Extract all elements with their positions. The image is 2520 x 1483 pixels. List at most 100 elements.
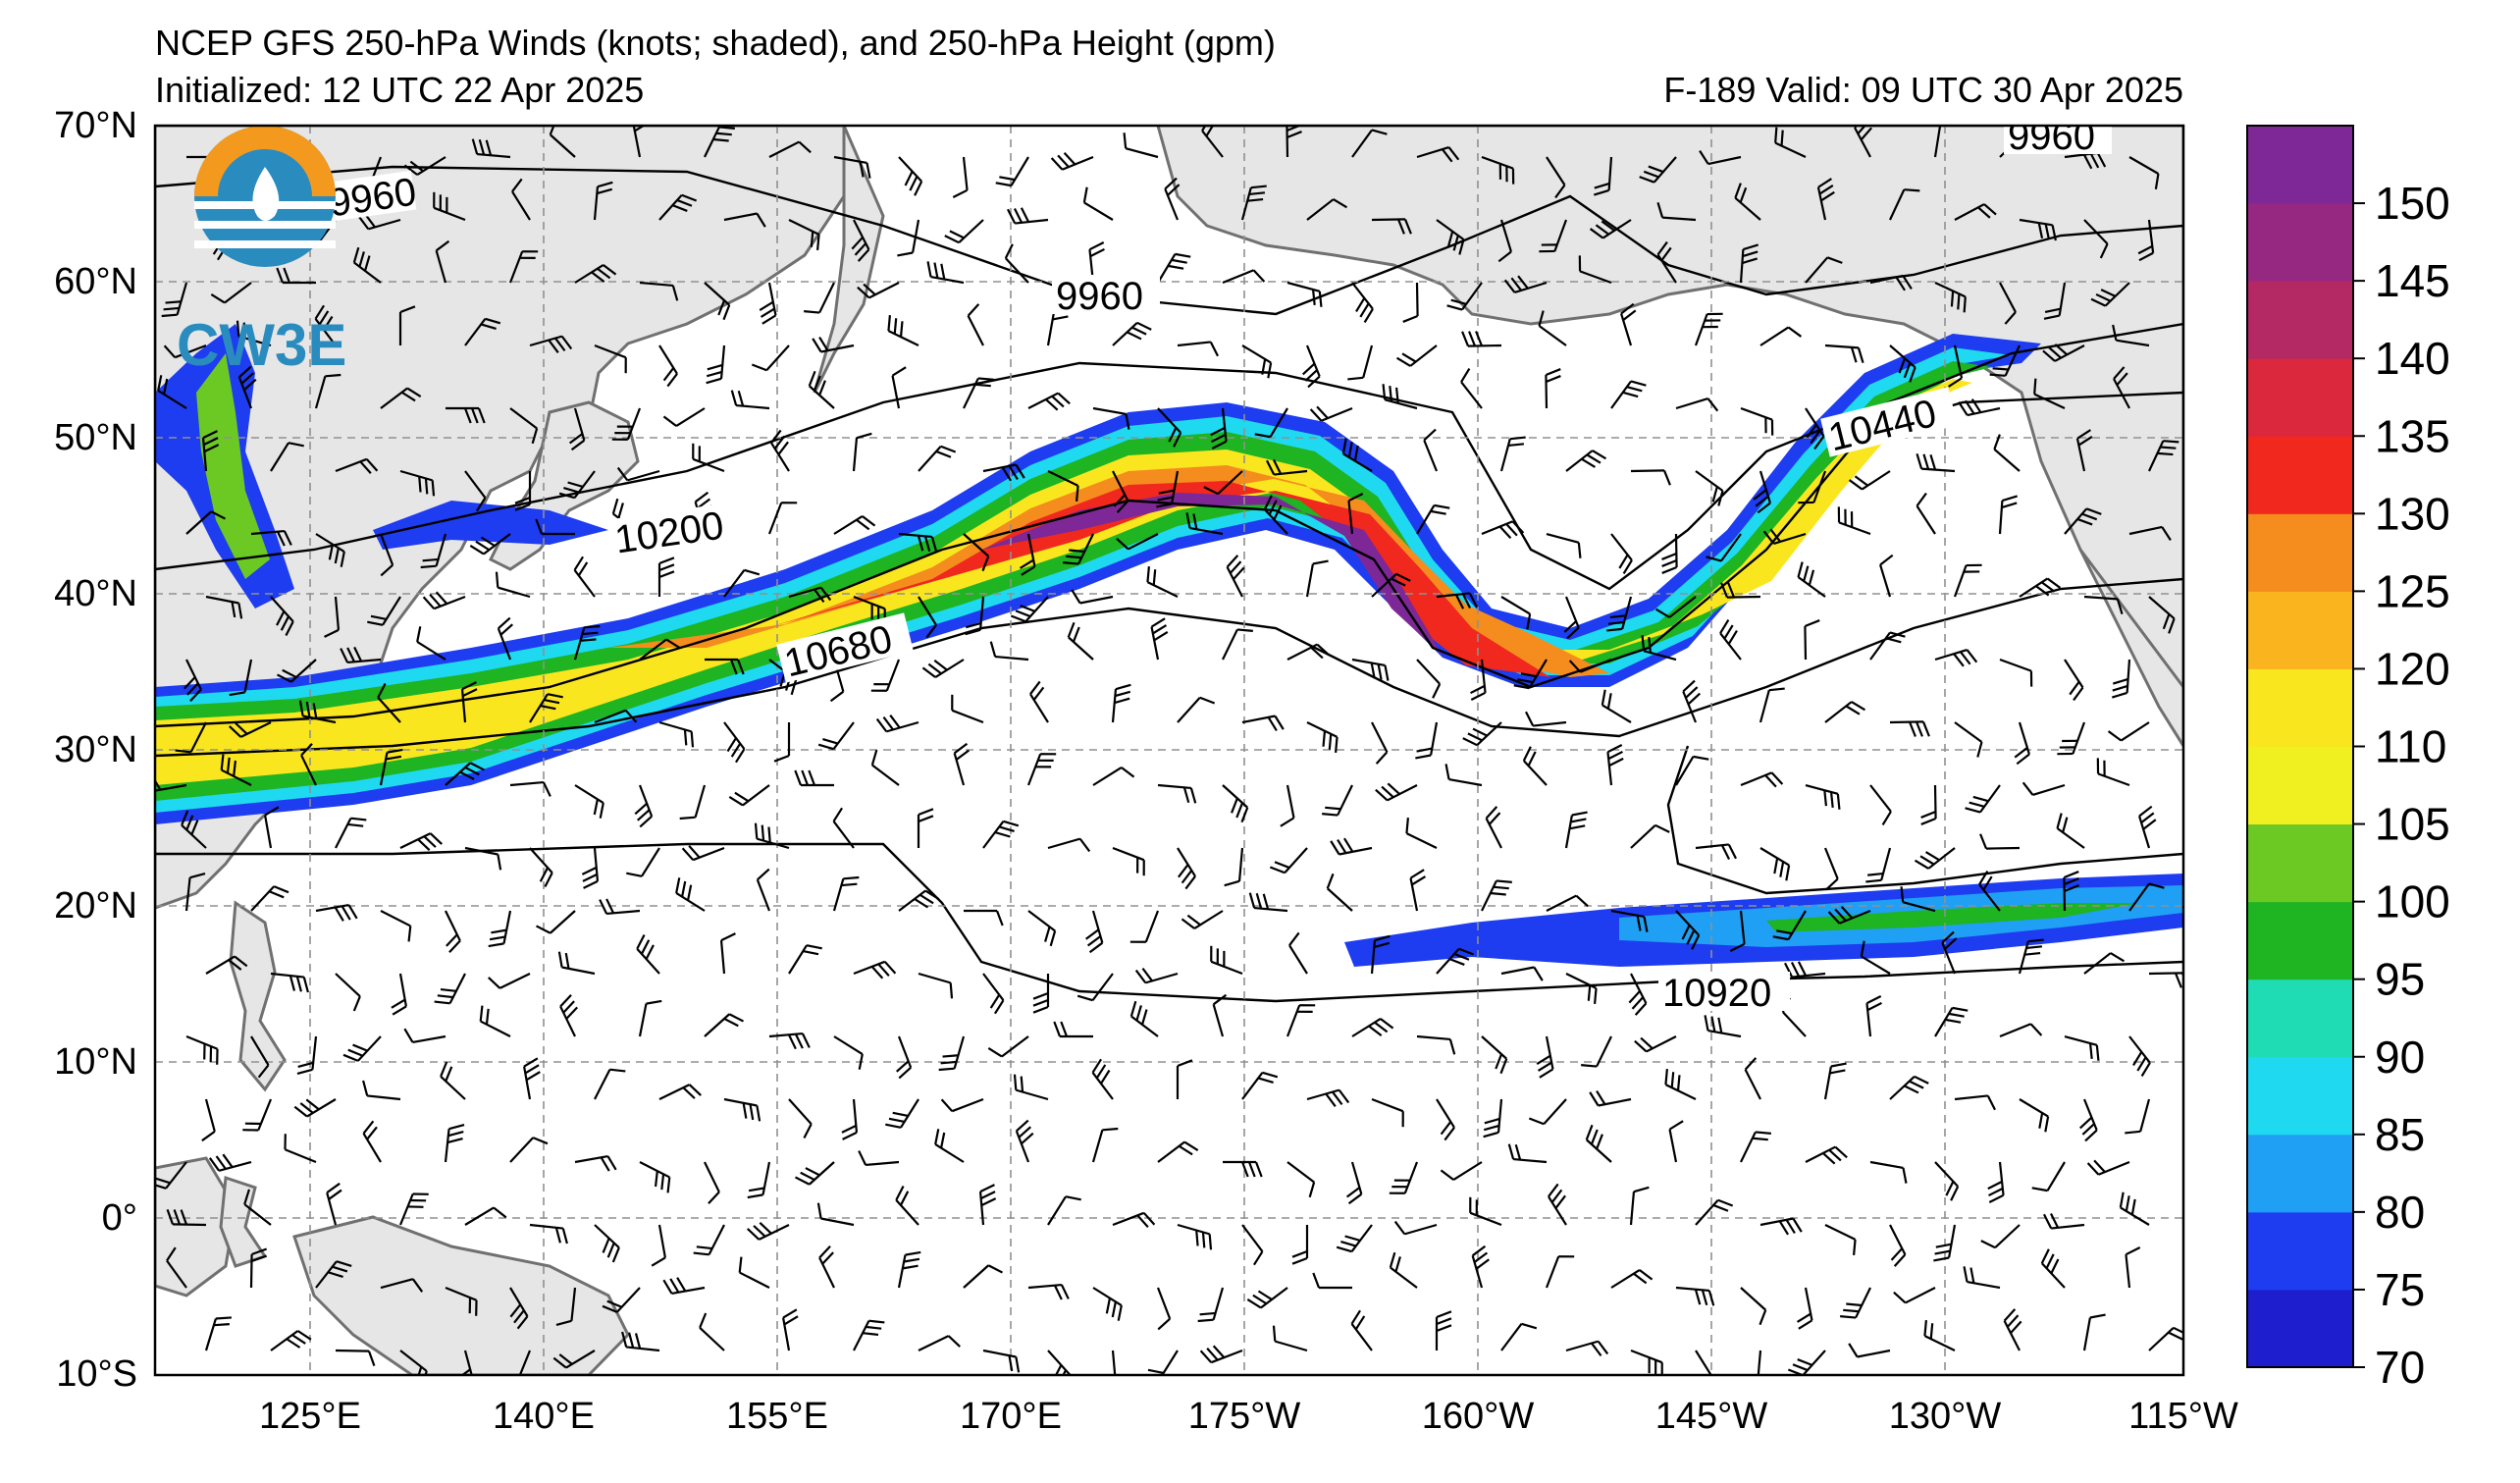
wind-barb-feather (1893, 1291, 1907, 1304)
wind-barb-feather (1626, 386, 1643, 393)
wind-barb-feather (1384, 664, 1390, 681)
land-borneo (155, 1156, 237, 1298)
wind-barb-feather (326, 1182, 341, 1194)
wind-barb-shaft (574, 264, 604, 284)
wind-barb-feather (1146, 566, 1150, 583)
wind-barb-feather (1759, 1309, 1767, 1326)
wind-barb-feather (2116, 599, 2124, 615)
wind-barb-shaft (464, 470, 487, 499)
wind-barb-shaft (2120, 721, 2150, 742)
wind-barb-feather (1988, 1187, 2004, 1197)
wind-barb-feather (605, 898, 615, 914)
wind-barb-feather (181, 810, 189, 826)
wind-barb-feather (1015, 463, 1025, 479)
wind-barb-shaft (1193, 910, 1224, 929)
wind-barb-feather (1890, 1247, 1904, 1261)
wind-barb-feather (940, 445, 957, 453)
wind-barb-feather (1945, 1018, 1962, 1024)
wind-barb-feather (1071, 589, 1081, 605)
wind-barb-shaft (1538, 325, 1567, 346)
wind-barb-feather (342, 1053, 359, 1062)
wind-barb-feather (336, 1260, 352, 1267)
wind-barb-feather (887, 315, 891, 332)
wind-barb-feather (525, 1071, 541, 1082)
wind-barb-feather (1304, 369, 1318, 382)
wind-barb-feather (1415, 754, 1432, 760)
wind-barb-feather (1416, 747, 1433, 753)
wind-barb-feather (1448, 958, 1465, 966)
wind-barb-feather (1554, 184, 1566, 199)
wind-barb-shaft (1610, 380, 1632, 409)
wind-barb-shaft (2004, 344, 2021, 377)
wind-barb-feather (548, 339, 559, 353)
wind-barb-feather (367, 1351, 376, 1367)
wind-barb-feather (186, 682, 199, 696)
wind-barb-feather (1963, 1266, 1969, 1283)
wind-barb-feather (346, 647, 356, 662)
wind-barb-feather (1707, 1290, 1715, 1306)
wind-barb-feather (469, 544, 485, 556)
wind-barb-feather (242, 322, 247, 339)
wind-barb-feather (1430, 509, 1446, 515)
wind-barb-feather (1633, 1186, 1650, 1193)
wind-barb-shaft (1384, 398, 1418, 410)
wind-barb-shaft (1646, 1035, 1677, 1053)
wind-barb-feather (1053, 1285, 1063, 1300)
wind-barb-feather (634, 116, 648, 124)
wind-barb-feather (989, 993, 1001, 1009)
wind-barb-shaft (1496, 1098, 1503, 1133)
wind-barb-shaft (1371, 218, 1406, 222)
wind-barb-shaft (2148, 972, 2183, 976)
wind-barb-feather (407, 926, 412, 942)
wind-barb-feather (1606, 693, 1612, 710)
wind-barb-feather (1147, 1368, 1164, 1374)
wind-barb-feather (1668, 1120, 1684, 1131)
wind-barb-shaft (736, 403, 770, 410)
wind-barb-feather (1587, 984, 1592, 1001)
wind-barb-feather (1432, 683, 1442, 699)
jet-shading-yellow (155, 379, 1972, 785)
wind-barb-shaft (1436, 1098, 1455, 1129)
wind-barb-feather (1359, 302, 1370, 318)
wind-barb-shaft (918, 445, 942, 472)
wind-barb-feather (340, 551, 345, 567)
wind-barb-feather (2095, 1044, 2100, 1061)
wind-barb-feather (1945, 1181, 1955, 1196)
wind-barb-feather (1829, 791, 1834, 809)
wind-barb-shaft (1481, 1035, 1508, 1060)
wind-barb-feather (1049, 930, 1057, 947)
wind-barb-feather (1308, 1182, 1316, 1198)
wind-barb-feather (1121, 767, 1135, 778)
wind-barb-shaft (1351, 658, 1386, 666)
lat-label: 50°N (54, 417, 137, 458)
wind-barb-feather (163, 306, 180, 311)
wind-barb-feather (2090, 297, 2107, 307)
colorbar-swatch (2247, 1289, 2353, 1368)
wind-barb-feather (1032, 991, 1049, 1000)
wind-barb-feather (1409, 869, 1425, 879)
wind-barb-feather (682, 1086, 696, 1099)
wind-barb-feather (1539, 1068, 1554, 1079)
wind-barb-feather (1803, 565, 1810, 582)
wind-barb-feather (938, 1067, 955, 1072)
wind-barb-shaft (982, 973, 1005, 1001)
wind-barb-shaft (2019, 577, 2049, 598)
wind-barb-feather (1495, 1053, 1503, 1070)
wind-barb-feather (1226, 555, 1239, 568)
wind-barb-shaft (1905, 1287, 1936, 1304)
wind-barb-feather (1742, 250, 1759, 258)
wind-barb-feather (795, 1176, 811, 1186)
wind-barb-shaft (412, 1034, 446, 1043)
wind-barb-shaft (1533, 720, 1567, 727)
wind-barb-feather (617, 503, 624, 519)
figure-title: NCEP GFS 250-hPa Winds (knots; shaded), … (155, 23, 1276, 63)
wind-barb-feather (1723, 624, 1734, 640)
wind-barb-feather (717, 299, 726, 316)
wind-barb-feather (1596, 1089, 1606, 1105)
wind-barb-feather (1485, 806, 1498, 820)
wind-barb-feather (1123, 132, 1128, 149)
wind-barb-feather (706, 377, 722, 385)
wind-barb-feather (1744, 1057, 1758, 1071)
wind-barb-feather (1710, 1016, 1716, 1033)
wind-barb-shaft (1387, 784, 1418, 802)
